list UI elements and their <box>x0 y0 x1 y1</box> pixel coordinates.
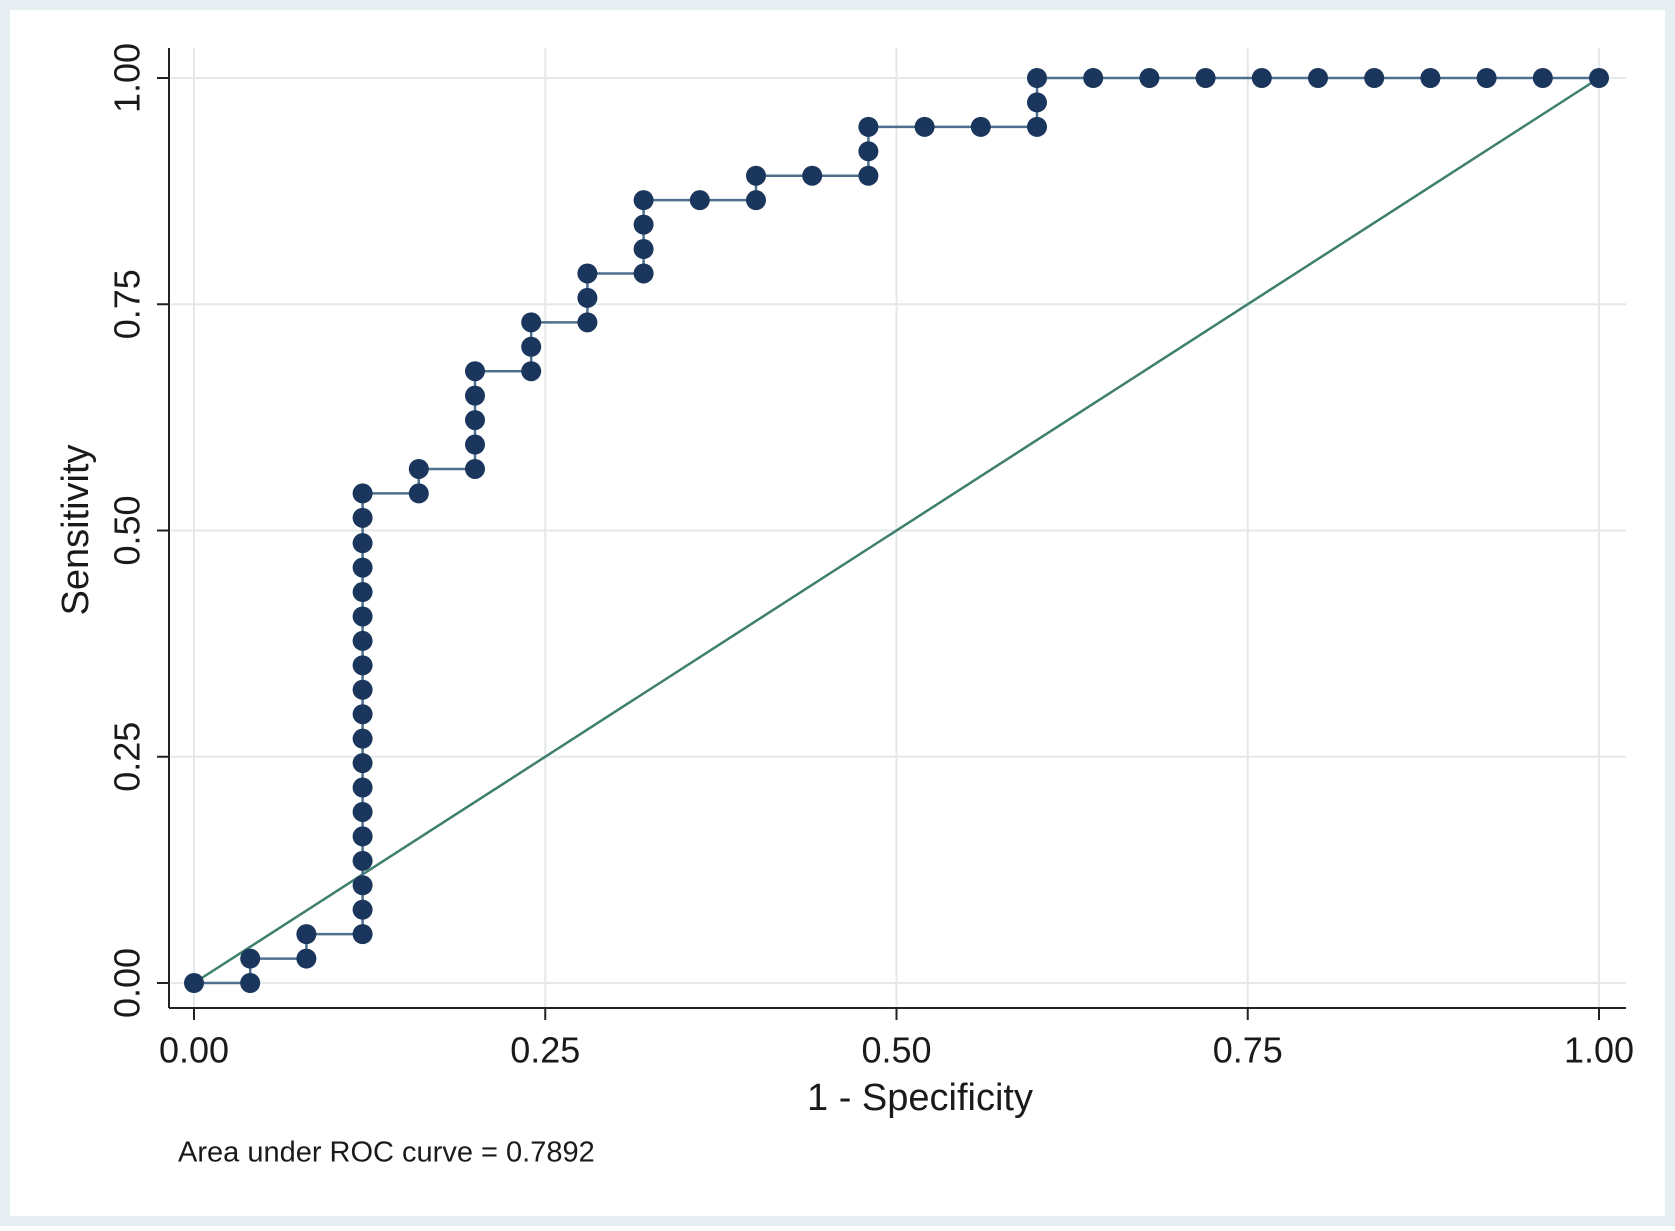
x-tick-label: 0.75 <box>1213 1030 1283 1071</box>
point <box>521 312 542 333</box>
point <box>184 973 204 993</box>
point <box>352 704 373 725</box>
y-tick-label: 0.50 <box>107 495 148 565</box>
point <box>465 458 485 479</box>
point <box>633 214 654 235</box>
point <box>352 850 373 871</box>
point <box>746 165 766 186</box>
point <box>970 116 991 137</box>
point <box>1027 116 1047 137</box>
point <box>352 875 373 896</box>
point <box>1139 68 1160 88</box>
x-tick-label: 0.50 <box>861 1030 931 1071</box>
point <box>352 533 373 554</box>
point <box>633 263 654 284</box>
point <box>633 239 654 260</box>
point <box>465 410 485 431</box>
point <box>1083 68 1104 88</box>
point <box>1027 68 1047 88</box>
point <box>296 924 317 945</box>
point <box>408 458 429 479</box>
point <box>352 801 373 822</box>
point <box>521 336 542 357</box>
point <box>1251 68 1272 88</box>
point <box>352 483 373 504</box>
point <box>1420 68 1441 88</box>
point <box>352 777 373 798</box>
point <box>746 190 766 211</box>
note: Area under ROC curve = 0.7892 <box>178 1137 595 1169</box>
y-axis-title: Sensitivity <box>55 444 97 615</box>
point <box>465 434 485 455</box>
point <box>914 116 935 137</box>
point <box>352 826 373 847</box>
point <box>858 116 879 137</box>
point <box>1308 68 1328 88</box>
y-tick-label: 0.00 <box>107 948 148 1018</box>
point <box>352 753 373 774</box>
point <box>1027 92 1047 113</box>
point <box>352 899 373 920</box>
x-tick-label: 0.00 <box>159 1030 229 1071</box>
y-tick-label: 0.25 <box>107 722 148 792</box>
point <box>296 948 317 969</box>
reference-line <box>193 76 1600 985</box>
point <box>633 190 654 211</box>
point <box>352 582 373 603</box>
point <box>352 924 373 945</box>
point <box>577 312 598 333</box>
point <box>465 385 485 406</box>
y-tick-label: 1.00 <box>107 43 148 113</box>
point <box>577 263 598 284</box>
point <box>352 557 373 578</box>
point <box>352 630 373 651</box>
point <box>1532 68 1553 88</box>
x-axis-title: 1 - Specificity <box>807 1077 1033 1119</box>
point <box>1195 68 1216 88</box>
point <box>352 507 373 528</box>
point <box>352 679 373 700</box>
point <box>577 287 598 308</box>
x-tick-label: 1.00 <box>1564 1030 1634 1071</box>
point <box>802 165 823 186</box>
point <box>1364 68 1385 88</box>
point <box>352 728 373 749</box>
point <box>240 948 261 969</box>
point <box>521 361 542 382</box>
y-tick-label: 0.75 <box>107 269 148 339</box>
point <box>352 655 373 676</box>
point <box>689 190 710 211</box>
point <box>858 141 879 162</box>
x-tick-label: 0.25 <box>510 1030 580 1071</box>
point <box>1589 68 1609 88</box>
point <box>352 606 373 627</box>
point <box>465 361 485 382</box>
point <box>1476 68 1497 88</box>
point <box>408 483 429 504</box>
point <box>240 973 261 993</box>
point <box>858 165 879 186</box>
